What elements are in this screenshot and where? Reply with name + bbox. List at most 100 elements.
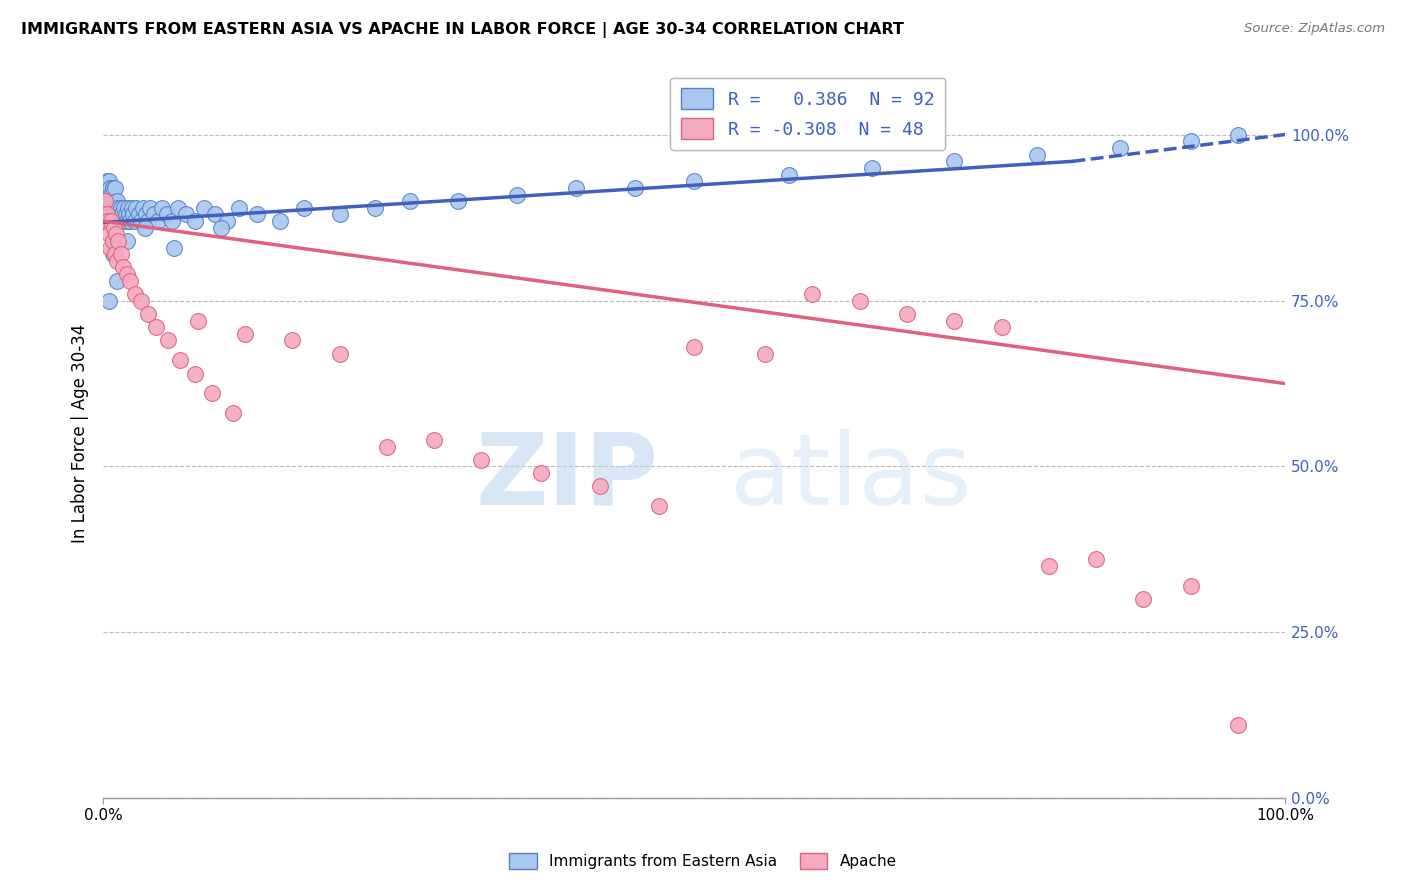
Point [174, 207, 197, 221]
Point [115, 267, 138, 281]
Point [222, 406, 245, 420]
Point [778, 168, 800, 182]
Point [447, 194, 470, 209]
Point [114, 207, 136, 221]
Point [105, 227, 128, 242]
Point [94, 194, 117, 209]
Point [943, 313, 966, 327]
Point [1180, 135, 1202, 149]
Point [98, 174, 121, 188]
Point [110, 247, 132, 261]
Point [399, 194, 422, 209]
Point [169, 353, 191, 368]
Point [98, 201, 121, 215]
Point [187, 313, 209, 327]
Point [193, 201, 215, 215]
Point [93, 207, 115, 221]
Point [166, 201, 188, 215]
Text: atlas: atlas [730, 428, 972, 525]
Point [101, 207, 124, 221]
Point [112, 201, 135, 215]
Point [1085, 552, 1108, 566]
Point [1226, 718, 1249, 732]
Point [96, 201, 118, 215]
Point [96, 187, 118, 202]
Point [97, 181, 120, 195]
Point [98, 293, 121, 308]
Point [139, 201, 162, 215]
Point [105, 214, 128, 228]
Point [143, 207, 166, 221]
Point [107, 234, 129, 248]
Point [120, 214, 142, 228]
Point [1132, 592, 1154, 607]
Point [329, 347, 352, 361]
Point [98, 187, 121, 202]
Point [117, 201, 139, 215]
Point [134, 220, 156, 235]
Point [201, 386, 224, 401]
Point [163, 241, 186, 255]
Point [101, 234, 124, 248]
Point [96, 207, 118, 221]
Point [118, 207, 141, 221]
Point [105, 207, 128, 221]
Point [128, 207, 150, 221]
Legend: R =   0.386  N = 92, R = -0.308  N = 48: R = 0.386 N = 92, R = -0.308 N = 48 [671, 78, 945, 150]
Point [105, 253, 128, 268]
Y-axis label: In Labor Force | Age 30-34: In Labor Force | Age 30-34 [72, 324, 89, 543]
Text: Source: ZipAtlas.com: Source: ZipAtlas.com [1244, 22, 1385, 36]
Point [105, 274, 128, 288]
Point [107, 214, 129, 228]
Point [115, 234, 138, 248]
Point [423, 433, 446, 447]
Point [146, 214, 169, 228]
Point [111, 207, 134, 221]
Point [129, 214, 152, 228]
Point [943, 154, 966, 169]
Point [860, 161, 883, 175]
Point [98, 194, 121, 209]
Point [103, 220, 125, 235]
Text: IMMIGRANTS FROM EASTERN ASIA VS APACHE IN LABOR FORCE | AGE 30-34 CORRELATION CH: IMMIGRANTS FROM EASTERN ASIA VS APACHE I… [21, 22, 904, 38]
Point [98, 207, 121, 221]
Point [1226, 128, 1249, 142]
Point [104, 247, 127, 261]
Point [246, 207, 269, 221]
Point [150, 201, 173, 215]
Point [896, 307, 918, 321]
Point [98, 181, 121, 195]
Point [97, 194, 120, 209]
Point [1026, 147, 1049, 161]
Point [269, 214, 291, 228]
Point [990, 320, 1012, 334]
Point [121, 207, 143, 221]
Point [94, 181, 117, 195]
Point [121, 201, 143, 215]
Point [184, 214, 207, 228]
Point [93, 214, 115, 228]
Point [104, 194, 127, 209]
Point [97, 207, 120, 221]
Point [110, 201, 132, 215]
Point [204, 207, 226, 221]
Point [281, 334, 304, 348]
Point [1108, 141, 1130, 155]
Point [135, 207, 157, 221]
Point [375, 440, 398, 454]
Point [103, 214, 125, 228]
Point [1180, 579, 1202, 593]
Legend: Immigrants from Eastern Asia, Apache: Immigrants from Eastern Asia, Apache [503, 847, 903, 875]
Point [100, 214, 122, 228]
Point [104, 207, 127, 221]
Point [101, 194, 124, 209]
Point [108, 207, 131, 221]
Point [100, 201, 122, 215]
Point [124, 287, 146, 301]
Point [184, 367, 207, 381]
Point [683, 340, 706, 354]
Point [125, 201, 148, 215]
Point [529, 466, 551, 480]
Point [292, 201, 315, 215]
Text: ZIP: ZIP [475, 428, 659, 525]
